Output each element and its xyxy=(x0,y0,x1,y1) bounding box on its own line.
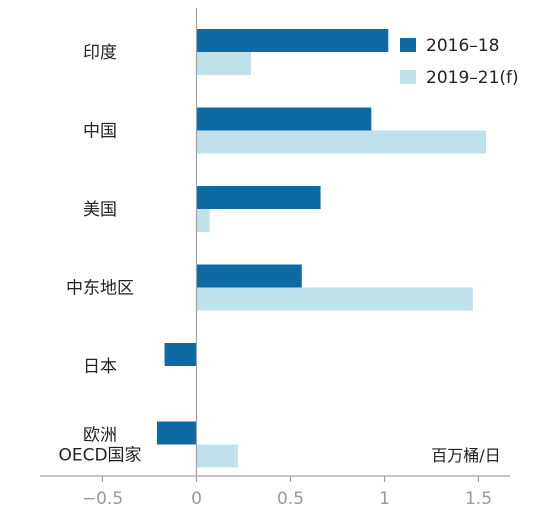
x-tick-label: 0.5 xyxy=(277,489,304,509)
category-label: 美国 xyxy=(83,200,117,220)
bar-2-4 xyxy=(196,287,473,311)
x-tick-label: 1 xyxy=(379,489,390,509)
x-axis-ticks: −0.500.511.52 xyxy=(82,476,492,509)
legend-swatch xyxy=(400,70,416,84)
legend: 2016–18 2019–21(f) xyxy=(400,36,519,88)
bar-2-6 xyxy=(196,444,238,468)
unit-label: 百万桶/日 xyxy=(431,446,500,465)
bar-1-4 xyxy=(196,264,302,288)
x-tick-label: −0.5 xyxy=(82,489,123,509)
x-tick-label: 0 xyxy=(191,489,202,509)
bar-1-2 xyxy=(196,107,372,131)
category-label: OECD国家 xyxy=(58,446,141,466)
bar-2-1 xyxy=(196,52,252,75)
category-label: 日本 xyxy=(83,357,117,377)
bars-layer xyxy=(157,29,487,468)
legend-label: 2016–18 xyxy=(426,36,499,56)
bar-1-3 xyxy=(196,186,321,209)
x-tick-label: 1.5 xyxy=(465,489,492,509)
bar-1-5 xyxy=(164,343,197,366)
category-label: 欧洲 xyxy=(83,426,117,446)
bar-2-3 xyxy=(196,209,210,232)
bar-2-2 xyxy=(196,130,487,154)
legend-swatch xyxy=(400,38,416,52)
category-label: 中国 xyxy=(83,122,117,142)
category-label: 印度 xyxy=(83,43,117,63)
bar-1-1 xyxy=(196,29,389,52)
bar-1-6 xyxy=(157,421,197,445)
legend-label: 2019–21(f) xyxy=(426,68,519,88)
category-label: 中东地区 xyxy=(66,279,134,299)
